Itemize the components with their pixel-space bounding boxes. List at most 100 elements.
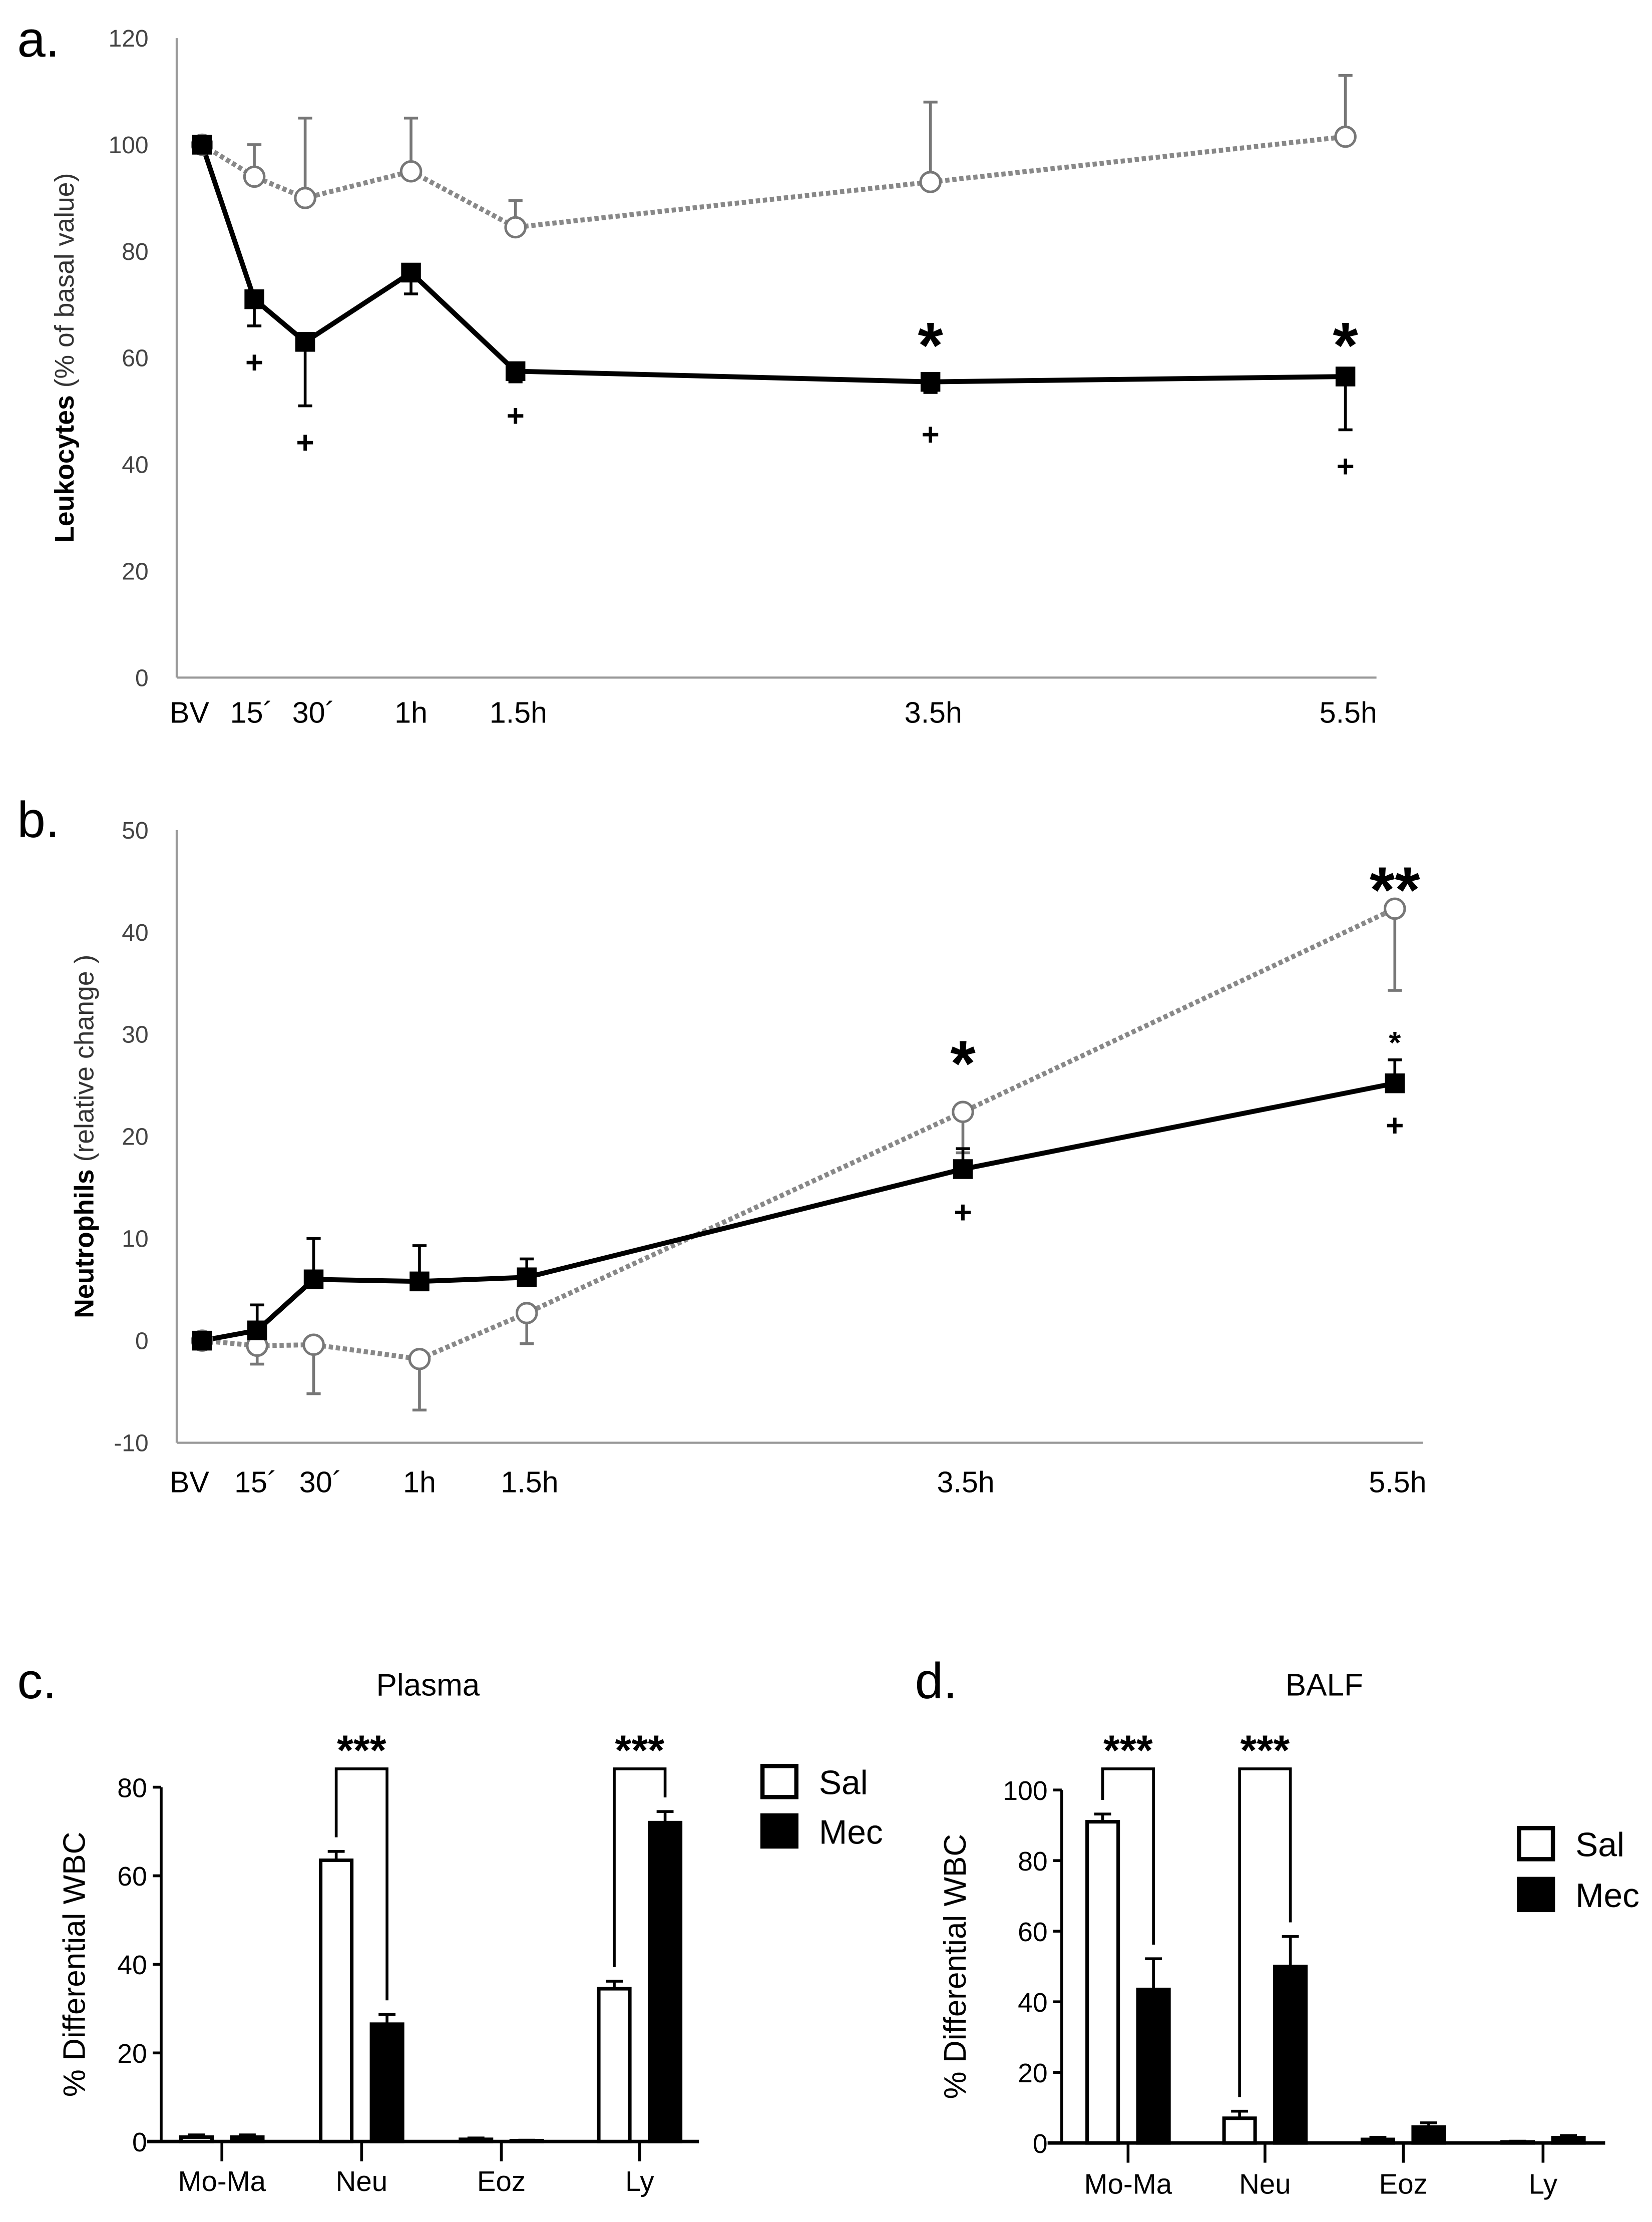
significance-bracket: [334, 1767, 388, 2001]
y-tick-label: 0: [132, 2128, 147, 2157]
panel-b: b. -10 0 10 20 30 40 50 BV 15´ 30´ 1h 1.5h 3.5h 5.5h Ne…: [17, 791, 1426, 1499]
y-tick-label: 10: [122, 1226, 148, 1253]
data-point-sal: [952, 1100, 974, 1124]
significance-bracket: [613, 1767, 667, 1967]
x-tick-label: 15´: [230, 696, 273, 729]
x-tick-label: Ly: [1529, 2168, 1558, 2200]
data-point-sal: [302, 1333, 325, 1356]
plus-marker: +: [1336, 450, 1354, 484]
x-tick-label: Mo-Ma: [1084, 2168, 1172, 2200]
bar-sal: [597, 1987, 632, 2143]
series-line-mec: [201, 1080, 1396, 1343]
chart-title: BALF: [1286, 1668, 1363, 1702]
x-tick-label: BV: [170, 696, 209, 729]
bar-sal: [459, 2137, 494, 2143]
data-point-mec: [401, 262, 421, 283]
x-tick-label: Neu: [1239, 2168, 1291, 2200]
y-tick-label: 20: [122, 1124, 148, 1151]
y-tick-label: -10: [114, 1430, 148, 1457]
panel-label: c.: [17, 1652, 57, 1709]
significance-marker: ***: [1241, 1726, 1290, 1773]
significance-bracket: [1101, 1767, 1155, 1945]
x-tick-label: 1.5h: [501, 1465, 558, 1499]
significance-marker: *: [1389, 1026, 1401, 1060]
data-point-mec: [1335, 366, 1356, 387]
y-axis-label-rest: (relative change ): [70, 955, 100, 1170]
data-point-sal: [504, 216, 527, 239]
bar-sal: [319, 1859, 354, 2143]
x-tick-label: Ly: [625, 2165, 654, 2197]
x-tick-label: 1h: [403, 1465, 436, 1499]
y-axis-label-rest: (% of basal value): [50, 173, 80, 396]
data-point-mec: [192, 135, 212, 155]
data-point-sal: [919, 171, 942, 193]
significance-marker: *: [918, 309, 943, 382]
panel-c: c. Plasma 0 20 40 60 80 % Differential WBC Mo-Ma…: [17, 1652, 883, 2197]
series-line-sal: [201, 134, 1346, 230]
x-tick-label: BV: [170, 1465, 209, 1499]
y-tick-label: 60: [1018, 1918, 1048, 1947]
x-tick-label: Neu: [336, 2165, 387, 2197]
y-tick-label: 0: [135, 1328, 149, 1355]
y-tick-label: 30: [122, 1022, 148, 1048]
y-axis-label-bold: Neutrophils: [70, 1169, 100, 1318]
panel-label: b.: [17, 791, 60, 848]
y-tick-label: 100: [109, 132, 149, 159]
plus-marker: +: [507, 399, 525, 434]
bar-mec: [1136, 1987, 1171, 2145]
data-point-mec: [505, 361, 526, 382]
panel-d: d. BALF 0 20 40 60 80 100 % Differential WBC Mo-M…: [915, 1652, 1639, 2200]
y-axis-label: Neutrophils (relative change ): [70, 955, 100, 1318]
y-tick-label: 0: [135, 665, 149, 691]
data-point-mec: [295, 332, 315, 352]
significance-marker: ***: [615, 1726, 664, 1773]
data-point-mec: [247, 1320, 267, 1340]
y-axis-label: Leukocytes (% of basal value): [50, 173, 80, 543]
y-tick-label: 60: [117, 1862, 147, 1892]
x-tick-label: 15´: [234, 1465, 277, 1499]
x-tick-label: 1h: [394, 696, 428, 729]
data-point-sal: [408, 1348, 431, 1370]
chart-title: Plasma: [376, 1668, 480, 1702]
y-tick-label: 40: [1018, 1988, 1048, 2018]
data-point-sal: [1334, 125, 1357, 148]
plus-marker: +: [296, 426, 314, 460]
x-tick-label: 3.5h: [905, 696, 962, 729]
data-point-mec: [1385, 1073, 1405, 1093]
bar-mec: [230, 2135, 265, 2143]
y-axis-label: % Differential WBC: [58, 1832, 92, 2097]
data-point-mec: [244, 289, 264, 309]
data-point-sal: [243, 165, 266, 188]
y-tick-label: 60: [122, 345, 148, 372]
panel-label: d.: [915, 1652, 958, 1709]
significance-marker: *: [950, 1028, 976, 1100]
y-tick-label: 20: [117, 2039, 147, 2069]
data-point-mec: [517, 1267, 537, 1287]
y-tick-label: 100: [1003, 1776, 1047, 1806]
legend-swatch-mec: [1517, 1877, 1555, 1913]
legend-swatch-sal: [1517, 1826, 1555, 1862]
legend-label-sal: Sal: [819, 1764, 868, 1802]
x-tick-label: 5.5h: [1369, 1465, 1426, 1499]
x-tick-label: Eoz: [1379, 2168, 1428, 2200]
y-axis-label: % Differential WBC: [938, 1834, 973, 2099]
data-point-mec: [409, 1271, 430, 1292]
y-tick-label: 80: [122, 239, 148, 265]
legend-swatch-sal: [760, 1764, 799, 1799]
x-tick-label: 1.5h: [490, 696, 547, 729]
y-tick-label: 40: [117, 1951, 147, 1980]
y-tick-label: 0: [1033, 2129, 1048, 2159]
significance-bracket: [1238, 1767, 1292, 2097]
bar-mec: [1273, 1965, 1308, 2145]
x-tick-label: 5.5h: [1320, 696, 1377, 729]
x-tick-label: 30´: [292, 696, 335, 729]
legend-swatch-mec: [760, 1813, 799, 1849]
x-tick-label: 3.5h: [937, 1465, 995, 1499]
significance-marker: **: [1370, 854, 1420, 926]
legend-label-mec: Mec: [819, 1813, 883, 1851]
legend-label-mec: Mec: [1575, 1877, 1639, 1915]
plus-marker: +: [954, 1195, 972, 1230]
x-tick-label: Mo-Ma: [178, 2165, 266, 2197]
bar-mec: [1551, 2136, 1586, 2145]
